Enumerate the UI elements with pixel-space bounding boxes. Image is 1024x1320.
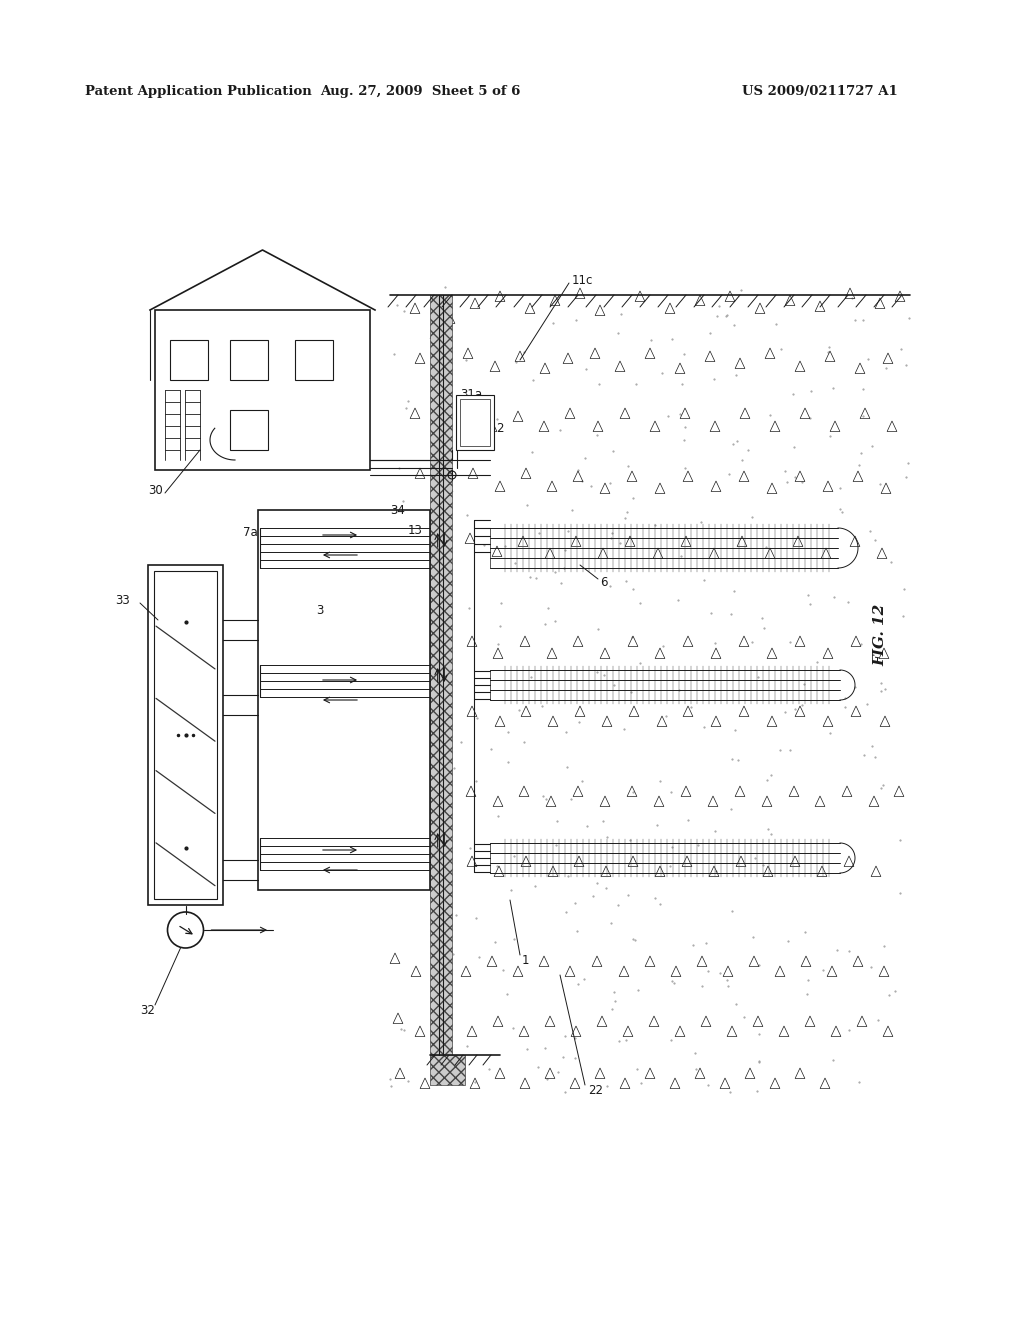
Text: 3: 3 [316, 603, 324, 616]
Text: 13: 13 [408, 524, 423, 536]
Bar [155, 310, 370, 470]
Text: 6: 6 [600, 576, 607, 589]
Bar [170, 341, 208, 380]
Text: 1: 1 [522, 953, 529, 966]
Text: 11c: 11c [572, 273, 593, 286]
Bar [258, 510, 430, 890]
Bar [230, 341, 268, 380]
Text: Aug. 27, 2009  Sheet 5 of 6: Aug. 27, 2009 Sheet 5 of 6 [319, 86, 520, 99]
Text: 22: 22 [588, 1084, 603, 1097]
Text: 34: 34 [390, 503, 404, 516]
Text: 32: 32 [140, 1003, 155, 1016]
Text: 2: 2 [496, 421, 504, 434]
Bar [430, 1055, 465, 1085]
Bar [456, 395, 494, 450]
Text: 7a: 7a [244, 525, 258, 539]
Text: 30: 30 [148, 483, 163, 496]
Bar [148, 565, 223, 906]
Bar [230, 411, 268, 450]
Bar [460, 399, 490, 446]
Text: US 2009/0211727 A1: US 2009/0211727 A1 [742, 86, 898, 99]
Text: FIG. 12: FIG. 12 [873, 603, 887, 667]
Bar [295, 341, 333, 380]
Bar [154, 572, 217, 899]
Text: Patent Application Publication: Patent Application Publication [85, 86, 311, 99]
Bar [430, 294, 452, 1060]
Text: 31a: 31a [460, 388, 482, 401]
Text: 33: 33 [115, 594, 130, 606]
